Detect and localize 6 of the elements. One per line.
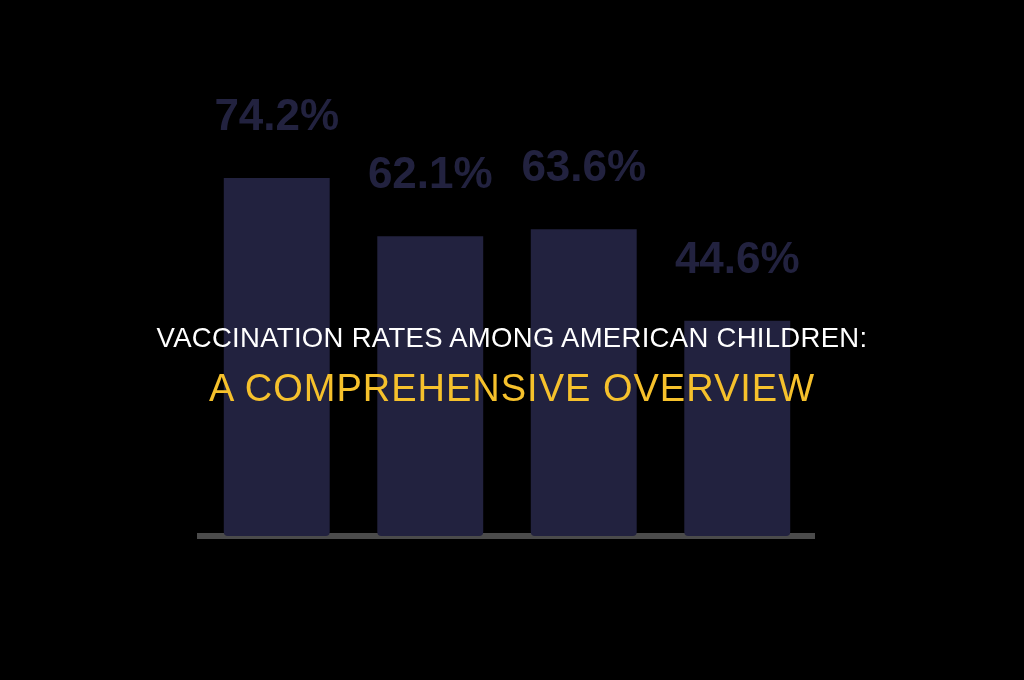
data-label: 63.6% xyxy=(521,141,647,191)
data-label: 74.2% xyxy=(214,89,340,139)
data-label: 44.6% xyxy=(674,232,800,282)
text: A COMPREHENSIVE OVERVIEW xyxy=(207,366,817,410)
data-label: 62.1% xyxy=(367,148,493,198)
text: VACCINATION RATES AMONG AMERICAN CHILDREN: xyxy=(155,322,869,354)
